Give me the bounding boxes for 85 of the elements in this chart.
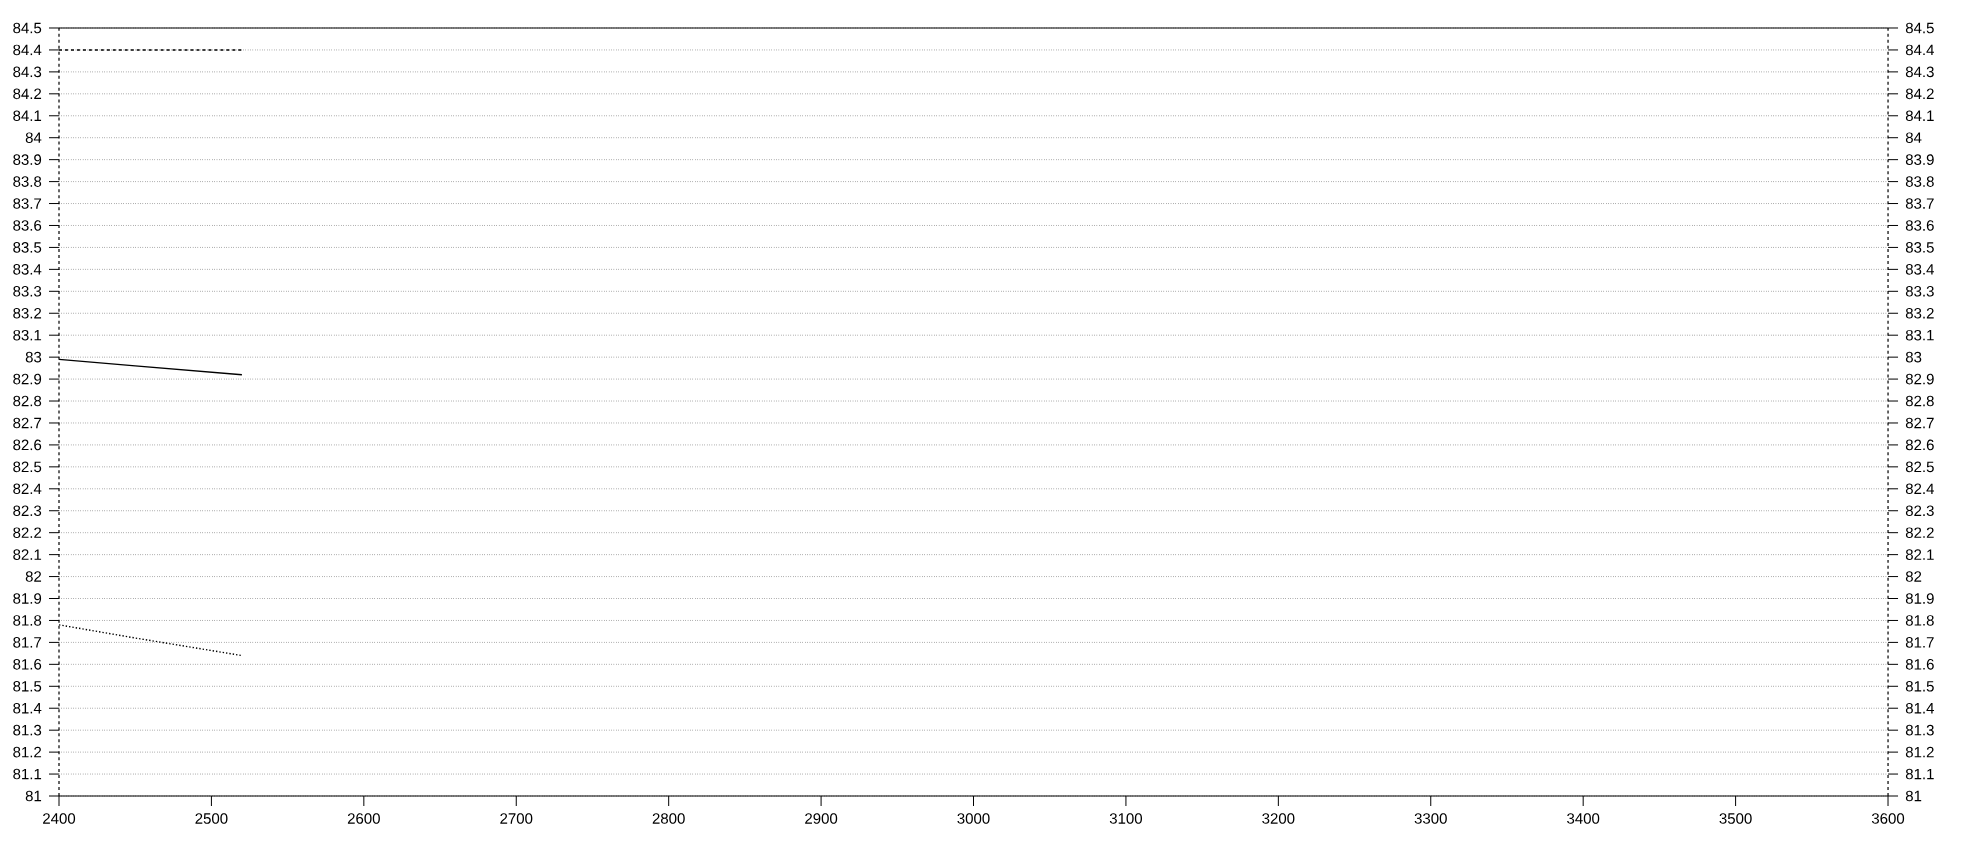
y2-tick-label: 82.2 (1905, 527, 1934, 538)
y2-tick-label: 81.4 (1905, 702, 1934, 714)
y2-tick-label: 83.7 (1905, 198, 1934, 209)
x-tick-label: 2500 (195, 813, 228, 824)
y2-tick-label: 82.3 (1905, 505, 1934, 517)
y-tick-label: 82.8 (13, 395, 42, 407)
y-tick-label: 83 (25, 351, 42, 363)
y2-tick-label: 84.3 (1905, 66, 1934, 78)
y2-tick-label: 82.4 (1905, 483, 1934, 495)
y-tick-label: 82.5 (13, 461, 42, 473)
x-tick-label: 2800 (652, 813, 685, 824)
x-tick-label: 3500 (1719, 813, 1752, 824)
y-tick-label: 83.6 (13, 220, 42, 231)
x-tick-label: 2600 (347, 813, 380, 824)
y-tick-label: 81 (25, 790, 42, 802)
y2-tick-label: 83.2 (1905, 307, 1934, 319)
y-tick-label: 82.6 (13, 439, 42, 451)
x-tick-label: 2400 (43, 813, 76, 824)
y-tick-label: 83.4 (13, 264, 42, 275)
y-tick-label: 83.2 (13, 307, 42, 319)
y-tick-label: 81.1 (13, 768, 42, 780)
y2-tick-label: 82.5 (1905, 461, 1934, 473)
y2-tick-label: 83.4 (1905, 264, 1934, 275)
y-tick-label: 81.8 (13, 615, 42, 626)
y-tick-label: 82.3 (13, 505, 42, 517)
y-tick-label: 81.4 (13, 702, 42, 714)
y-tick-label: 81.2 (13, 746, 42, 758)
y-tick-label: 83.7 (13, 198, 42, 209)
y2-tick-label: 81.1 (1905, 768, 1934, 780)
y2-tick-label: 84.5 (1905, 22, 1934, 34)
y-tick-label: 81.5 (13, 680, 42, 692)
y2-tick-label: 81.6 (1905, 659, 1934, 670)
y-tick-label: 83.1 (13, 329, 42, 341)
x-tick-label: 3100 (1109, 813, 1143, 824)
y2-tick-label: 83.5 (1905, 242, 1934, 253)
y-tick-label: 81.6 (13, 659, 42, 670)
y2-tick-label: 83.1 (1905, 329, 1934, 341)
y-tick-label: 81.9 (13, 593, 42, 604)
y2-tick-label: 83.9 (1905, 154, 1934, 165)
y2-tick-label: 82.9 (1905, 373, 1934, 385)
y-tick-label: 84.2 (13, 88, 42, 100)
y2-tick-label: 81.8 (1905, 615, 1934, 626)
y2-tick-label: 82.6 (1905, 439, 1934, 451)
y2-tick-label: 83 (1905, 351, 1922, 363)
y2-tick-label: 82 (1905, 571, 1922, 582)
y2-tick-label: 84.2 (1905, 88, 1934, 100)
x-tick-label: 3200 (1262, 813, 1295, 824)
y2-tick-label: 81.2 (1905, 746, 1934, 758)
x-tick-label: 2900 (805, 813, 838, 824)
y2-tick-label: 84.1 (1905, 110, 1934, 122)
y2-tick-label: 82.8 (1905, 395, 1934, 407)
y2-tick-label: 84.4 (1905, 44, 1934, 56)
y-tick-label: 84.3 (13, 66, 42, 78)
y-tick-label: 84 (25, 132, 42, 144)
y2-tick-label: 81.5 (1905, 680, 1934, 692)
y-tick-label: 81.3 (13, 724, 42, 736)
x-tick-label: 3400 (1567, 813, 1600, 824)
y-tick-label: 84.5 (13, 22, 42, 34)
y-tick-label: 82 (25, 571, 42, 582)
y2-tick-label: 83.3 (1905, 286, 1934, 297)
y2-tick-label: 81.9 (1905, 593, 1934, 604)
y2-tick-label: 81 (1905, 790, 1922, 802)
y-tick-label: 84.1 (13, 110, 42, 122)
y2-tick-label: 83.6 (1905, 220, 1934, 231)
x-tick-label: 3300 (1414, 813, 1447, 824)
y-tick-label: 83.8 (13, 176, 42, 187)
y2-tick-label: 84 (1905, 132, 1922, 144)
y2-tick-label: 82.1 (1905, 549, 1934, 560)
y-tick-label: 81.7 (13, 637, 42, 648)
y2-tick-label: 82.7 (1905, 417, 1934, 429)
y-tick-label: 83.3 (13, 286, 42, 297)
x-tick-label: 2700 (500, 813, 533, 824)
y-tick-label: 82.7 (13, 417, 42, 429)
y-tick-label: 82.2 (13, 527, 42, 538)
x-tick-label: 3600 (1871, 813, 1905, 824)
y-tick-label: 82.4 (13, 483, 42, 495)
x-tick-label: 3000 (957, 813, 990, 824)
y-tick-label: 84.4 (13, 44, 42, 56)
y-tick-label: 82.9 (13, 373, 42, 385)
y-tick-label: 83.5 (13, 242, 42, 253)
y2-tick-label: 81.7 (1905, 637, 1934, 648)
y2-tick-label: 83.8 (1905, 176, 1934, 187)
y-tick-label: 82.1 (13, 549, 42, 560)
y2-tick-label: 81.3 (1905, 724, 1934, 736)
y-tick-label: 83.9 (13, 154, 42, 165)
